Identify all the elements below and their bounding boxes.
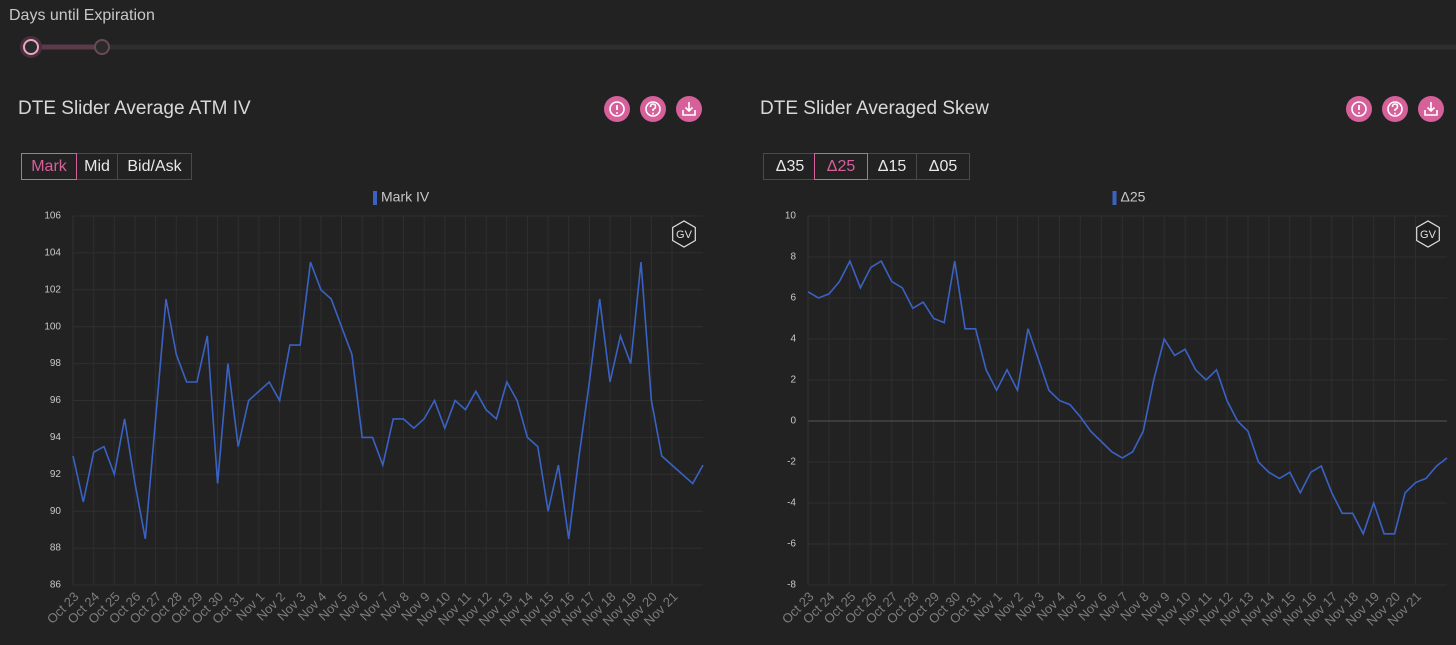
icon-dot (1394, 112, 1396, 115)
y-tick-label: -8 (787, 580, 796, 591)
badge-hex (672, 220, 696, 248)
line-series (807, 259, 1448, 536)
icon-ring (1387, 101, 1403, 117)
y-tick-label: 88 (50, 543, 62, 554)
y-tick-label: 10 (785, 211, 797, 222)
icon-ring (609, 101, 625, 117)
y-tick-label: 6 (790, 293, 796, 304)
panel-title: DTE Slider Average ATM IV (18, 98, 251, 119)
y-tick-label: -2 (787, 457, 796, 468)
slider-knob[interactable] (23, 39, 39, 55)
y-tick-label: -4 (787, 498, 796, 509)
line-series (72, 261, 704, 540)
y-tick-label: 96 (50, 395, 62, 406)
toggle-button[interactable]: Mark (21, 153, 77, 180)
toggle-button[interactable]: Δ35 (763, 153, 817, 180)
icon-ring (645, 101, 661, 117)
y-tick-label: 86 (50, 580, 62, 591)
y-tick-label: 100 (44, 321, 61, 332)
icon-dot (1358, 112, 1360, 114)
y-tick-label: 8 (790, 252, 796, 263)
toggle-button[interactable]: Δ15 (865, 153, 919, 180)
slider-label: Days until Expiration (9, 7, 155, 24)
y-tick-label: 102 (44, 284, 61, 295)
y-tick-label: 106 (44, 211, 61, 222)
y-tick-label: 94 (50, 432, 62, 443)
toggle-button[interactable]: Mid (74, 153, 120, 180)
y-tick-label: 104 (44, 248, 61, 259)
slider-knob[interactable] (94, 39, 110, 55)
badge-hex (1416, 220, 1440, 248)
badge-text: GV (676, 229, 693, 241)
legend-label: Mark IV (381, 189, 430, 205)
toggle-button[interactable]: Bid/Ask (117, 153, 192, 180)
legend-swatch (1112, 191, 1117, 205)
legend-swatch (373, 191, 377, 205)
toggle-button[interactable]: Δ25 (814, 153, 868, 180)
icon-stroke (1424, 102, 1438, 116)
info-button[interactable] (604, 96, 630, 122)
panel-title: DTE Slider Averaged Skew (760, 98, 989, 119)
info-button[interactable] (1346, 96, 1372, 122)
toggle-button[interactable]: Δ05 (916, 153, 970, 180)
y-tick-label: 4 (790, 334, 796, 345)
download-button[interactable] (676, 96, 702, 122)
download-button[interactable] (1418, 96, 1444, 122)
icon-dot (652, 112, 654, 115)
icon-stroke (682, 102, 696, 116)
help-button[interactable] (1382, 96, 1408, 122)
badge-text: GV (1420, 229, 1437, 241)
help-button[interactable] (640, 96, 666, 122)
y-tick-label: 92 (50, 469, 62, 480)
y-tick-label: -6 (787, 539, 796, 550)
legend-label: Δ25 (1121, 189, 1146, 205)
y-tick-label: 0 (790, 416, 796, 427)
y-tick-label: 98 (50, 358, 62, 369)
icon-stroke (649, 103, 657, 111)
icon-stroke (1391, 103, 1399, 111)
y-tick-label: 2 (790, 375, 796, 386)
icon-dot (616, 112, 618, 114)
icon-ring (1351, 101, 1367, 117)
y-tick-label: 90 (50, 506, 62, 517)
